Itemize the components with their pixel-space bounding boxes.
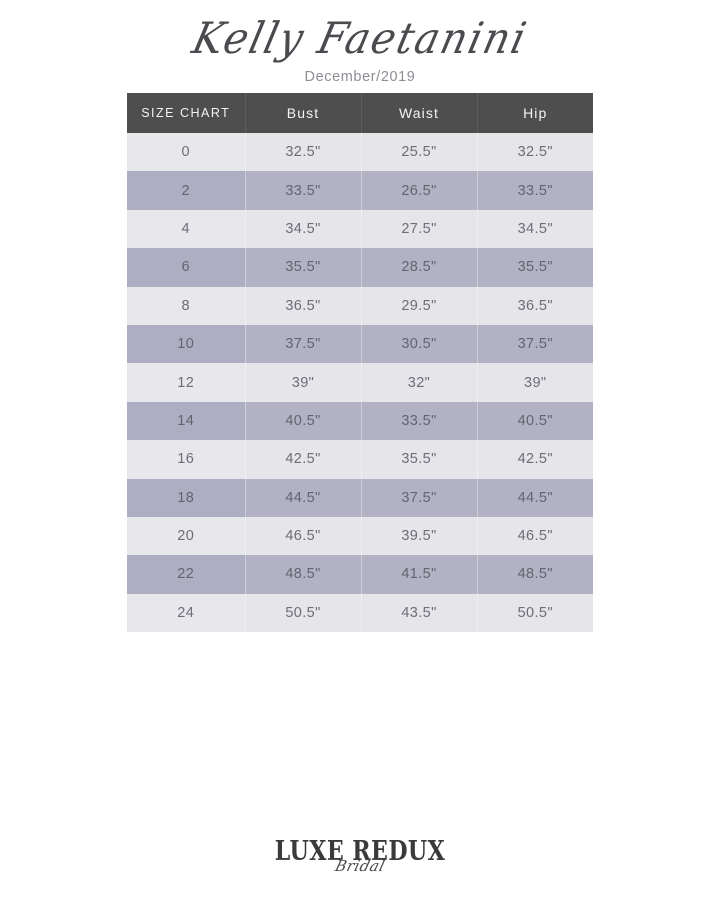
cell-hip-value: 42.5" (477, 440, 593, 479)
cell-hip-value: 40.5" (477, 401, 593, 441)
table-row: 18 44.5" 37.5" 44.5" (127, 478, 593, 517)
table-row: 0 32.5" 25.5" 32.5" (127, 133, 593, 172)
cell-waist-value: 25.5" (361, 133, 478, 172)
cell-hip-value: 48.5" (477, 555, 593, 594)
table-row: 20 46.5" 39.5" 46.5" (127, 516, 593, 556)
footer-brand-logo: LUXE REDUX Bridal (0, 836, 720, 876)
table-row: 2 33.5" 26.5" 33.5" (127, 171, 593, 210)
column-header-bust: Bust (245, 93, 362, 133)
table-row: 6 35.5" 28.5" 35.5" (127, 248, 593, 287)
cell-size-value: 16 (127, 440, 246, 479)
size-chart-table-container: SIZE CHART Bust Waist Hip 0 32.5" 25.5" 32.… (127, 93, 593, 633)
table-row: 8 36.5" 29.5" 36.5" (127, 286, 593, 325)
cell-size-value: 12 (127, 363, 246, 402)
bridal-script: Bridal (333, 857, 388, 875)
cell-size-value: 24 (127, 593, 246, 633)
table-body: 0 32.5" 25.5" 32.5" 2 33.5" 26.5" 33.5" 4 34.5" 27… (127, 133, 593, 633)
table-row: 10 37.5" 30.5" 37.5" (127, 324, 593, 364)
table-row: 24 50.5" 43.5" 50.5" (127, 593, 593, 633)
designer-name: Kelly Faetanini (187, 14, 533, 64)
cell-hip-value: 37.5" (477, 324, 593, 364)
cell-bust-value: 40.5" (245, 401, 362, 441)
cell-waist-value: 30.5" (361, 324, 478, 364)
cell-size-value: 8 (127, 286, 246, 325)
cell-hip-value: 35.5" (477, 248, 593, 287)
cell-bust-value: 36.5" (245, 286, 362, 325)
table-row: 4 34.5" 27.5" 34.5" (127, 209, 593, 249)
column-header-hip: Hip (477, 93, 593, 133)
cell-bust-value: 37.5" (245, 324, 362, 364)
cell-hip-value: 32.5" (477, 133, 593, 172)
cell-hip-value: 44.5" (477, 478, 593, 517)
cell-bust-value: 42.5" (245, 440, 362, 479)
cell-hip-value: 33.5" (477, 171, 593, 210)
table-row: 12 39" 32" 39" (127, 363, 593, 402)
luxe-redux-wordmark: LUXE REDUX (274, 836, 446, 867)
cell-bust-value: 32.5" (245, 133, 362, 172)
cell-size-value: 2 (127, 171, 246, 210)
cell-size-value: 14 (127, 401, 246, 441)
table-header: SIZE CHART Bust Waist Hip (127, 93, 593, 133)
cell-size-value: 22 (127, 555, 246, 594)
cell-size-value: 18 (127, 478, 246, 517)
cell-waist-value: 41.5" (361, 555, 478, 594)
cell-size-value: 0 (127, 133, 246, 172)
cell-size-value: 20 (127, 516, 246, 556)
cell-waist-value: 33.5" (361, 401, 478, 441)
table-row: 14 40.5" 33.5" 40.5" (127, 401, 593, 441)
column-header-waist: Waist (361, 93, 478, 133)
collection-date: December/2019 (304, 69, 416, 85)
cell-waist-value: 32" (361, 363, 478, 402)
cell-size-value: 6 (127, 248, 246, 287)
cell-bust-value: 34.5" (245, 209, 362, 249)
cell-waist-value: 37.5" (361, 478, 478, 517)
column-header-size: SIZE CHART (127, 93, 246, 133)
table-row: 22 48.5" 41.5" 48.5" (127, 555, 593, 594)
cell-waist-value: 35.5" (361, 440, 478, 479)
cell-bust-value: 48.5" (245, 555, 362, 594)
cell-bust-value: 35.5" (245, 248, 362, 287)
size-chart-table: SIZE CHART Bust Waist Hip 0 32.5" 25.5" 32.… (127, 93, 593, 633)
cell-bust-value: 50.5" (245, 593, 362, 633)
cell-bust-value: 33.5" (245, 171, 362, 210)
cell-waist-value: 43.5" (361, 593, 478, 633)
brand-header: Kelly Faetanini December/2019 (0, 14, 720, 86)
cell-bust-value: 46.5" (245, 516, 362, 556)
cell-hip-value: 39" (477, 363, 593, 402)
cell-waist-value: 39.5" (361, 516, 478, 556)
cell-hip-value: 34.5" (477, 209, 593, 249)
cell-waist-value: 27.5" (361, 209, 478, 249)
cell-size-value: 4 (127, 209, 246, 249)
cell-hip-value: 46.5" (477, 516, 593, 556)
cell-size-value: 10 (127, 324, 246, 364)
cell-waist-value: 26.5" (361, 171, 478, 210)
cell-hip-value: 36.5" (477, 286, 593, 325)
cell-waist-value: 29.5" (361, 286, 478, 325)
table-header-row: SIZE CHART Bust Waist Hip (127, 93, 593, 133)
table-row: 16 42.5" 35.5" 42.5" (127, 440, 593, 479)
cell-bust-value: 44.5" (245, 478, 362, 517)
cell-hip-value: 50.5" (477, 593, 593, 633)
cell-waist-value: 28.5" (361, 248, 478, 287)
cell-bust-value: 39" (245, 363, 362, 402)
